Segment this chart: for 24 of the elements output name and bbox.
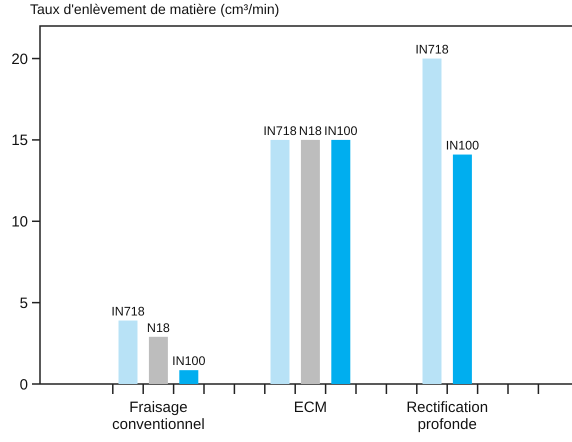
bar	[331, 140, 350, 384]
text: IN718	[415, 42, 449, 57]
bar	[118, 320, 138, 384]
y-tick-label: 15	[11, 132, 28, 150]
text: N18	[146, 320, 170, 335]
text: IN100	[324, 124, 358, 138]
bar	[179, 370, 198, 384]
series-label: N18	[298, 124, 322, 138]
y-axis-title: Taux d'enlèvement de matière (cm³/min)	[30, 1, 280, 17]
y-tick-label: 5	[20, 294, 28, 312]
bar	[148, 336, 168, 384]
x-tick-label: Fraisage conventionnel	[112, 399, 205, 433]
series-label: IN100	[446, 138, 480, 153]
x-tick-label: Rectification profonde	[406, 399, 488, 433]
text: IN100	[172, 354, 206, 368]
bar	[300, 140, 320, 384]
y-tick-label: 20	[11, 50, 28, 68]
x-tick-label: ECM	[294, 399, 328, 416]
text: IN718	[263, 124, 297, 138]
bar	[270, 140, 290, 384]
bar	[422, 58, 442, 384]
y-tick-label: 10	[11, 214, 28, 231]
series-label: IN718	[111, 304, 145, 319]
y-tick-label: 0	[20, 376, 28, 394]
